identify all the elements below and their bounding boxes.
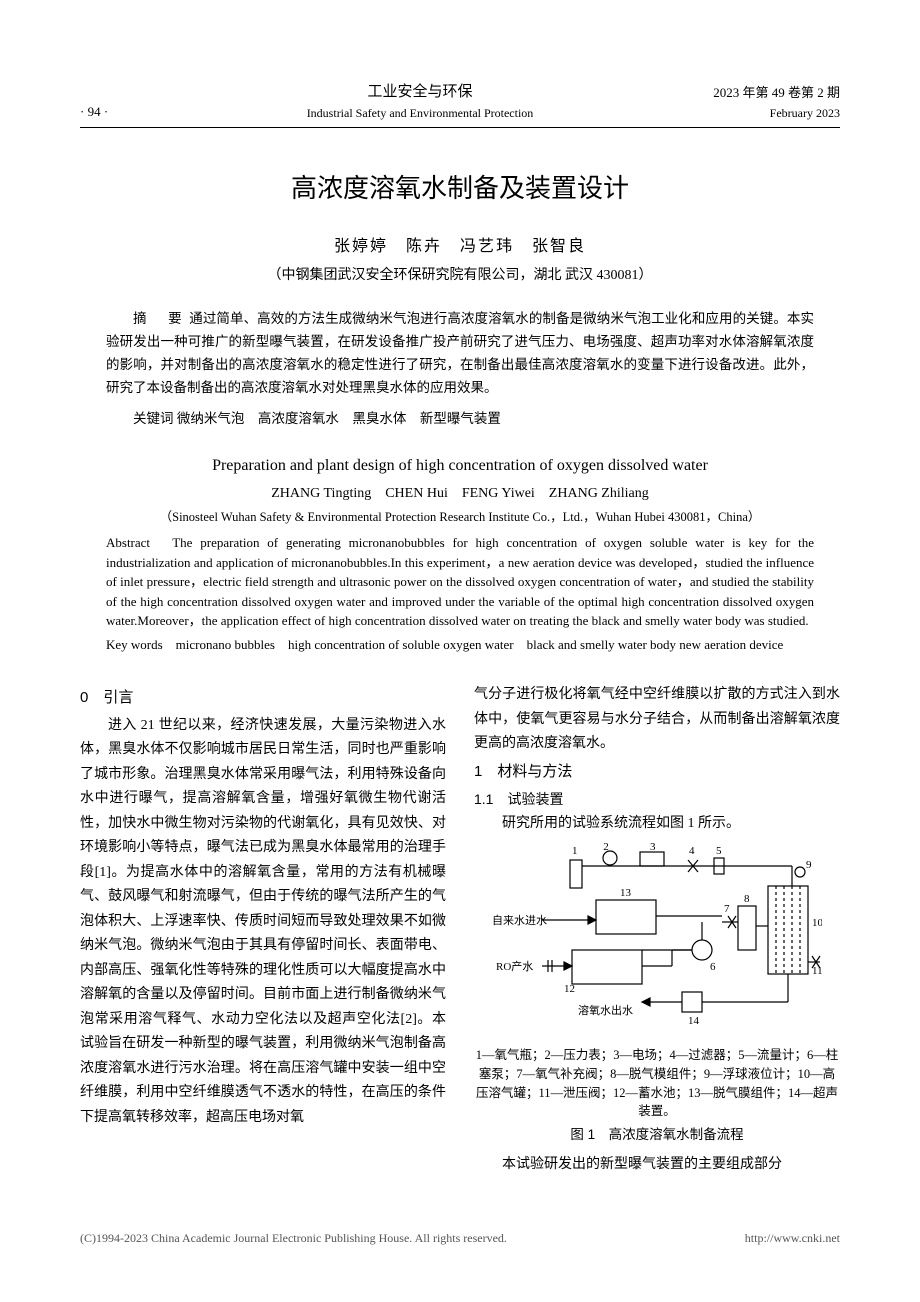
keywords-cn-text: 微纳米气泡 高浓度溶氧水 黑臭水体 新型曝气装置 <box>177 411 501 426</box>
footer-copyright: (C)1994-2023 China Academic Journal Elec… <box>80 1229 507 1248</box>
fig1-num-13: 13 <box>620 887 632 899</box>
fig1-num-5: 5 <box>716 845 722 857</box>
section-1-head: 1 材料与方法 <box>474 759 840 785</box>
figure-1-title: 图 1 高浓度溶氧水制备流程 <box>474 1123 840 1147</box>
fig1-num-7: 7 <box>724 903 730 915</box>
fig1-num-14: 14 <box>688 1015 700 1027</box>
affiliation-en: （Sinosteel Wuhan Safety & Environmental … <box>80 507 840 527</box>
issue-cn: 2023 年第 49 卷第 2 期 <box>660 83 840 104</box>
column-right: 气分子进行极化将氧气经中空纤维膜以扩散的方式注入到水体中，使氧气更容易与水分子结… <box>474 683 840 1177</box>
page-number: · 94 · <box>80 102 180 123</box>
article-title-en: Preparation and plant design of high con… <box>80 453 840 479</box>
journal-name-cn: 工业安全与环保 <box>180 80 660 104</box>
page-footer: (C)1994-2023 China Academic Journal Elec… <box>0 1217 920 1268</box>
journal-name-en: Industrial Safety and Environmental Prot… <box>180 104 660 123</box>
fig1-num-4: 4 <box>689 845 695 857</box>
issue-en: February 2023 <box>660 104 840 123</box>
fig1-label-tapwater: 自来水进水 <box>492 914 547 927</box>
section-0-para-cont: 气分子进行极化将氧气经中空纤维膜以扩散的方式注入到水体中，使氧气更容易与水分子结… <box>474 683 840 757</box>
keywords-cn-label: 关键词 <box>133 411 174 426</box>
figure-1-diagram: 1 2 3 4 5 6 7 8 9 10 11 12 13 14 <box>492 842 822 1042</box>
fig1-num-1: 1 <box>572 845 578 857</box>
authors-cn: 张婷婷 陈卉 冯艺玮 张智良 <box>80 234 840 260</box>
section-0-para: 进入 21 世纪以来，经济快速发展，大量污染物进入水体，黑臭水体不仅影响城市居民… <box>80 714 446 1131</box>
figure-1-parts-list: 1—氧气瓶；2—压力表；3—电场；4—过滤器；5—流量计；6—柱塞泵；7—氧气补… <box>474 1046 840 1121</box>
fig1-num-12: 12 <box>564 983 575 995</box>
article-title-cn: 高浓度溶氧水制备及装置设计 <box>80 168 840 210</box>
authors-en: ZHANG Tingting CHEN Hui FENG Yiwei ZHANG… <box>80 483 840 505</box>
fig1-num-6: 6 <box>710 961 716 973</box>
column-left: 0 引言 进入 21 世纪以来，经济快速发展，大量污染物进入水体，黑臭水体不仅影… <box>80 683 446 1177</box>
keywords-en: Key words micronano bubbles high concent… <box>80 635 840 656</box>
section-1-1-head: 1.1 试验装置 <box>474 787 840 812</box>
fig1-label-ro: RO产水 <box>496 959 533 973</box>
fig1-num-11: 11 <box>812 965 822 977</box>
abstract-en: Abstract The preparation of generating m… <box>80 533 840 631</box>
abstract-cn-label: 摘 要 <box>133 311 186 326</box>
keywords-cn: 关键词 微纳米气泡 高浓度溶氧水 黑臭水体 新型曝气装置 <box>80 408 840 430</box>
abstract-cn: 摘 要 通过简单、高效的方法生成微纳米气泡进行高浓度溶氧水的制备是微纳米气泡工业… <box>80 308 840 400</box>
fig1-num-2: 2 <box>603 842 609 853</box>
footer-url: http://www.cnki.net <box>745 1229 840 1248</box>
fig1-num-10: 10 <box>812 917 822 929</box>
fig1-num-9: 9 <box>806 859 812 871</box>
section-1-1-para: 研究所用的试验系统流程如图 1 所示。 <box>474 812 840 837</box>
fig1-label-out: 溶氧水出水 <box>578 1003 633 1017</box>
figure-1: 1 2 3 4 5 6 7 8 9 10 11 12 13 14 <box>474 842 840 1147</box>
affiliation-cn: （中钢集团武汉安全环保研究院有限公司，湖北 武汉 430081） <box>80 265 840 287</box>
abstract-cn-text: 通过简单、高效的方法生成微纳米气泡进行高浓度溶氧水的制备是微纳米气泡工业化和应用… <box>106 311 814 395</box>
fig1-num-3: 3 <box>650 842 656 853</box>
section-1-1-after-fig: 本试验研发出的新型曝气装置的主要组成部分 <box>474 1153 840 1178</box>
page-header: · 94 · 工业安全与环保 Industrial Safety and Env… <box>80 80 840 128</box>
fig1-num-8: 8 <box>744 893 750 905</box>
section-0-head: 0 引言 <box>80 685 446 711</box>
